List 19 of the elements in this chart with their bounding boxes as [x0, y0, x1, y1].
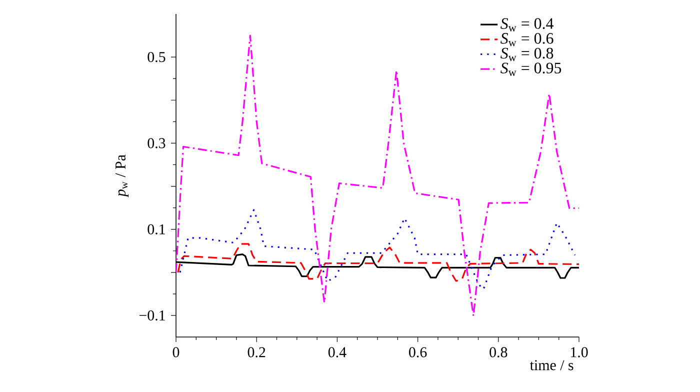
x-tick-label: 0	[172, 347, 180, 358]
y-tick-label: 0.1	[148, 224, 165, 234]
x-axis-title: time / s	[530, 360, 574, 370]
line-series	[177, 243, 580, 282]
line-series	[179, 209, 576, 290]
x-tick-label: 1.0	[570, 347, 588, 358]
x-tick-label: 0.6	[409, 347, 427, 358]
y-tick-label: −0.1	[139, 310, 165, 321]
legend-label: S$_{w}$ = 0.8	[500, 48, 554, 62]
legend-label: S$_{w}$ = 0.95	[500, 62, 562, 76]
x-tick-label: 0.4	[328, 347, 346, 358]
y-tick-label: 0.5	[148, 52, 166, 62]
y-tick-label: 0.3	[148, 138, 166, 148]
x-tick-label: 0.2	[248, 347, 266, 358]
y-axis-title: p$_{w}$ / Pa	[116, 154, 129, 198]
x-tick-label: 0.8	[490, 347, 508, 358]
legend-label: S$_{w}$ = 0.6	[500, 33, 554, 46]
legend-label: S$_{w}$ = 0.4	[500, 18, 554, 32]
line-series	[176, 34, 580, 317]
